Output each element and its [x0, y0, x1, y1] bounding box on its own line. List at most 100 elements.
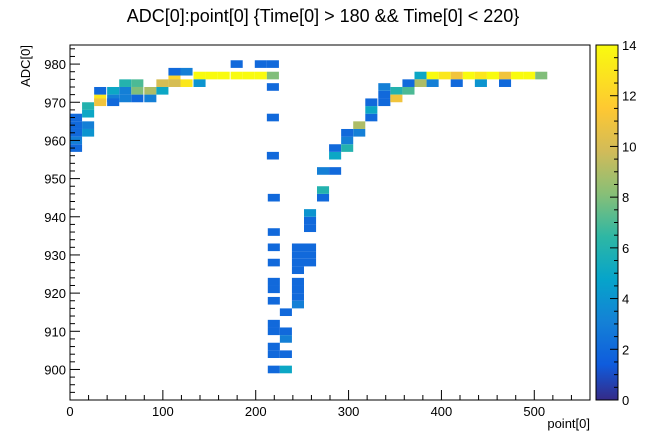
heatmap-cell: [267, 193, 280, 202]
heatmap-cell: [267, 350, 280, 359]
heatmap-cell: [131, 94, 144, 103]
heatmap-cell: [341, 136, 354, 145]
heatmap-cell: [82, 121, 95, 129]
heatmap-cell: [279, 308, 292, 317]
heatmap-cell: [402, 86, 415, 95]
heatmap-cell: [156, 86, 169, 95]
heatmap-cell: [390, 86, 403, 95]
heatmap-cell: [474, 79, 487, 87]
heatmap-cell: [329, 167, 342, 175]
heatmap-cell: [230, 60, 243, 68]
heatmap-cell: [267, 243, 280, 252]
heatmap-cell: [94, 86, 107, 95]
colorbar-tick-label: 0: [622, 393, 629, 408]
heatmap-cell: [304, 251, 317, 259]
heatmap-cell: [254, 71, 267, 80]
heatmap-cell: [402, 79, 415, 87]
heatmap-cell: [267, 258, 280, 267]
colorbar-ticks: 0 2 4 6 8 10 12 14: [610, 38, 636, 408]
heatmap-cell: [266, 60, 279, 68]
heatmap-cell: [304, 216, 317, 225]
heatmap-cell: [70, 128, 83, 137]
heatmap-cell: [317, 167, 330, 175]
heatmap-cell: [353, 121, 366, 129]
x-tick-label: 400: [431, 404, 453, 419]
y-tick-label: 970: [44, 95, 66, 110]
y-tick-label: 950: [44, 172, 66, 187]
heatmap-cell: [279, 350, 292, 359]
y-tick-label: 980: [44, 57, 66, 72]
heatmap-cell: [291, 243, 304, 252]
heatmap-cell: [499, 71, 512, 80]
heatmap-cell: [291, 277, 304, 286]
heatmap-cell: [291, 258, 304, 267]
heatmap-cell: [144, 86, 157, 95]
heatmap-cell: [279, 327, 292, 336]
heatmap-cell: [144, 94, 157, 103]
heatmap-cell: [267, 319, 280, 328]
heatmap-cell: [107, 98, 120, 107]
heatmap-cell: [168, 67, 181, 76]
heatmap-cell: [365, 113, 378, 122]
heatmap-cell: [70, 144, 83, 152]
heatmap-cell: [168, 79, 181, 87]
heatmap-cell: [279, 365, 292, 374]
y-tick-label: 920: [44, 286, 66, 301]
heatmap-cell: [267, 342, 280, 351]
x-tick-label: 100: [152, 404, 174, 419]
heatmap-cell: [82, 109, 95, 118]
heatmap-cell: [107, 94, 120, 103]
y-tick-label: 960: [44, 133, 66, 148]
heatmap-cell: [156, 79, 169, 87]
colorbar-tick-label: 10: [622, 139, 636, 154]
colorbar-tick-label: 2: [622, 342, 629, 357]
heatmap-cell: [450, 71, 463, 80]
heatmap-cell: [193, 79, 206, 87]
heatmap-cell: [462, 71, 475, 80]
y-tick-label: 900: [44, 362, 66, 377]
heatmap-cell: [107, 86, 120, 95]
heatmap-cell: [193, 71, 206, 80]
heatmap-cell: [266, 83, 279, 91]
heatmap-cell: [353, 128, 366, 137]
heatmap-cell: [291, 293, 304, 301]
heatmap-cell: [317, 193, 330, 202]
heatmap-cell: [279, 335, 292, 343]
heatmap-cell: [70, 113, 83, 122]
heatmap-cell: [365, 106, 378, 114]
heatmap-cell: [266, 71, 279, 80]
x-tick-label: 0: [66, 404, 73, 419]
y-axis-title: ADC[0]: [18, 45, 33, 87]
heatmap-cell: [94, 94, 107, 103]
heatmap-cell: [119, 86, 132, 95]
x-axis-title: point[0]: [547, 416, 590, 431]
colorbar-tick-label: 14: [622, 38, 636, 53]
x-tick-label: 500: [523, 404, 545, 419]
heatmap-cell: [304, 224, 317, 233]
heatmap-cell: [341, 144, 354, 152]
colorbar-tick-label: 4: [622, 292, 629, 307]
heatmap-cell: [267, 365, 280, 374]
heatmap-cell: [304, 258, 317, 267]
plot-area: [70, 45, 590, 400]
ticks-layer: 0 100 200 300 400 500 900 910 920 930 940 950 960 970…: [44, 48, 591, 419]
heatmap-cell: [180, 67, 193, 76]
chart-title: ADC[0]:point[0] {Time[0] > 180 && Time[0…: [126, 6, 520, 26]
heatmap-cell: [329, 144, 342, 152]
y-tick-label: 930: [44, 248, 66, 263]
heatmap-cell: [119, 79, 132, 87]
colorbar-tick-label: 8: [622, 190, 629, 205]
heatmap-cell: [266, 113, 279, 122]
heatmap-cell: [242, 71, 255, 80]
heatmap-cell: [205, 71, 218, 80]
heatmap-cell: [267, 285, 280, 294]
x-tick-label: 200: [245, 404, 267, 419]
heatmap-cell: [291, 300, 304, 309]
heatmap-cell: [438, 71, 451, 80]
colorbar-tick-label: 6: [622, 241, 629, 256]
heatmap-cell: [291, 266, 304, 275]
heatmap-cell: [119, 94, 132, 103]
heatmap-cell: [131, 86, 144, 95]
heatmap-cell: [267, 277, 280, 286]
